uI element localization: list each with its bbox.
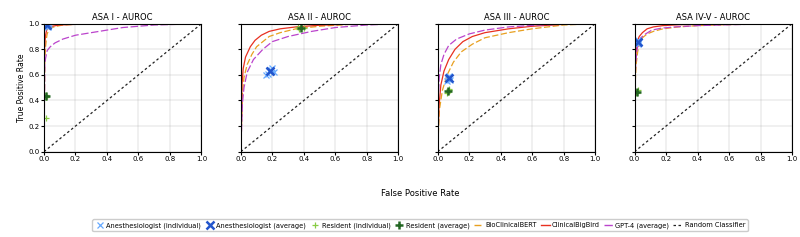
Text: False Positive Rate: False Positive Rate xyxy=(381,188,459,197)
Title: ASA II - AUROC: ASA II - AUROC xyxy=(288,13,351,22)
Title: ASA III - AUROC: ASA III - AUROC xyxy=(484,13,549,22)
Legend: Anesthesiologist (individual), Anesthesiologist (average), Resident (individual): Anesthesiologist (individual), Anesthesi… xyxy=(92,219,748,231)
Title: ASA I - AUROC: ASA I - AUROC xyxy=(93,13,153,22)
Title: ASA IV-V - AUROC: ASA IV-V - AUROC xyxy=(676,13,750,22)
Y-axis label: True Positive Rate: True Positive Rate xyxy=(17,53,26,122)
